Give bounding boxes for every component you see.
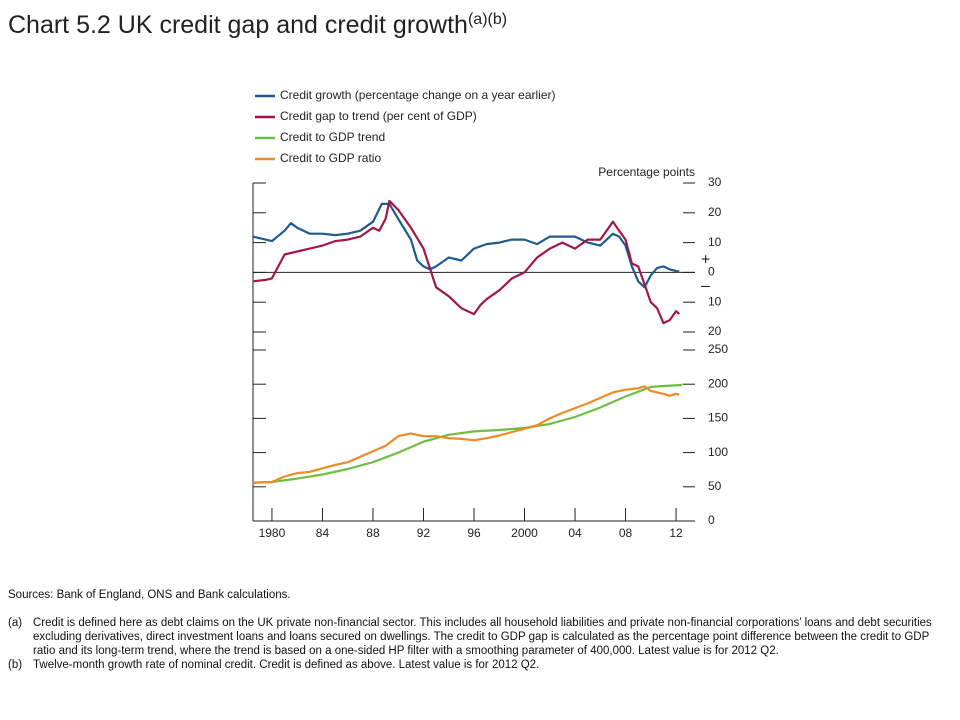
title-refs: (a)(b) [468, 11, 507, 28]
x-tick-label: 2000 [511, 526, 538, 540]
x-tick-label: 04 [568, 526, 582, 540]
legend-label: Credit to GDP trend [280, 130, 385, 144]
y-tick-label: 50 [708, 479, 722, 493]
x-tick-label: 1980 [259, 526, 286, 540]
chart-title: Chart 5.2 UK credit gap and credit growt… [8, 11, 507, 39]
y-tick-label: 0 [708, 265, 715, 279]
y-axis-label: Percentage points [598, 165, 695, 179]
y-tick-label: 200 [708, 376, 728, 390]
y-tick-label: 10 [708, 294, 722, 308]
note-text: Twelve-month growth rate of nominal cred… [33, 659, 540, 671]
series-line [252, 383, 683, 484]
note-marker: (a) [8, 617, 23, 629]
note: (b) Twelve-month growth rate of nominal c… [8, 658, 946, 672]
x-tick-label: 88 [366, 526, 380, 540]
legend-label: Credit to GDP ratio [280, 151, 381, 165]
notes: Sources: Bank of England, ONS and Bank c… [8, 588, 946, 672]
legend-label: Credit gap to trend (per cent of GDP) [280, 109, 477, 123]
annotation: + [701, 252, 710, 269]
chart: Chart 5.2 UK credit gap and credit growt… [8, 11, 728, 541]
series-line [252, 385, 680, 484]
y-tick-label: 150 [708, 411, 728, 425]
y-tick-label: 20 [708, 205, 722, 219]
note: (a) Credit is defined here as debt claims… [8, 616, 946, 658]
x-tick-label: 08 [619, 526, 633, 540]
sources: Sources: Bank of England, ONS and Bank c… [8, 589, 291, 601]
y-tick-label: 10 [708, 235, 722, 249]
x-tick-label: 96 [467, 526, 481, 540]
y-tick-label: 250 [708, 342, 728, 356]
y-tick-label: 0 [708, 513, 715, 527]
legend-label: Credit growth (percentage change on a ye… [280, 88, 555, 102]
series-line [252, 199, 680, 325]
x-tick-label: 12 [669, 526, 683, 540]
title-text: Chart 5.2 UK credit gap and credit growt… [8, 11, 468, 39]
note-text: Credit is defined here as debt claims on… [33, 617, 932, 657]
annotation: – [701, 278, 710, 295]
note-marker: (b) [8, 659, 23, 671]
x-tick-label: 92 [417, 526, 431, 540]
x-tick-label: 84 [316, 526, 330, 540]
series-line [252, 202, 680, 289]
y-tick-label: 30 [708, 175, 722, 189]
y-tick-label: 20 [708, 324, 722, 338]
y-tick-label: 100 [708, 445, 728, 459]
